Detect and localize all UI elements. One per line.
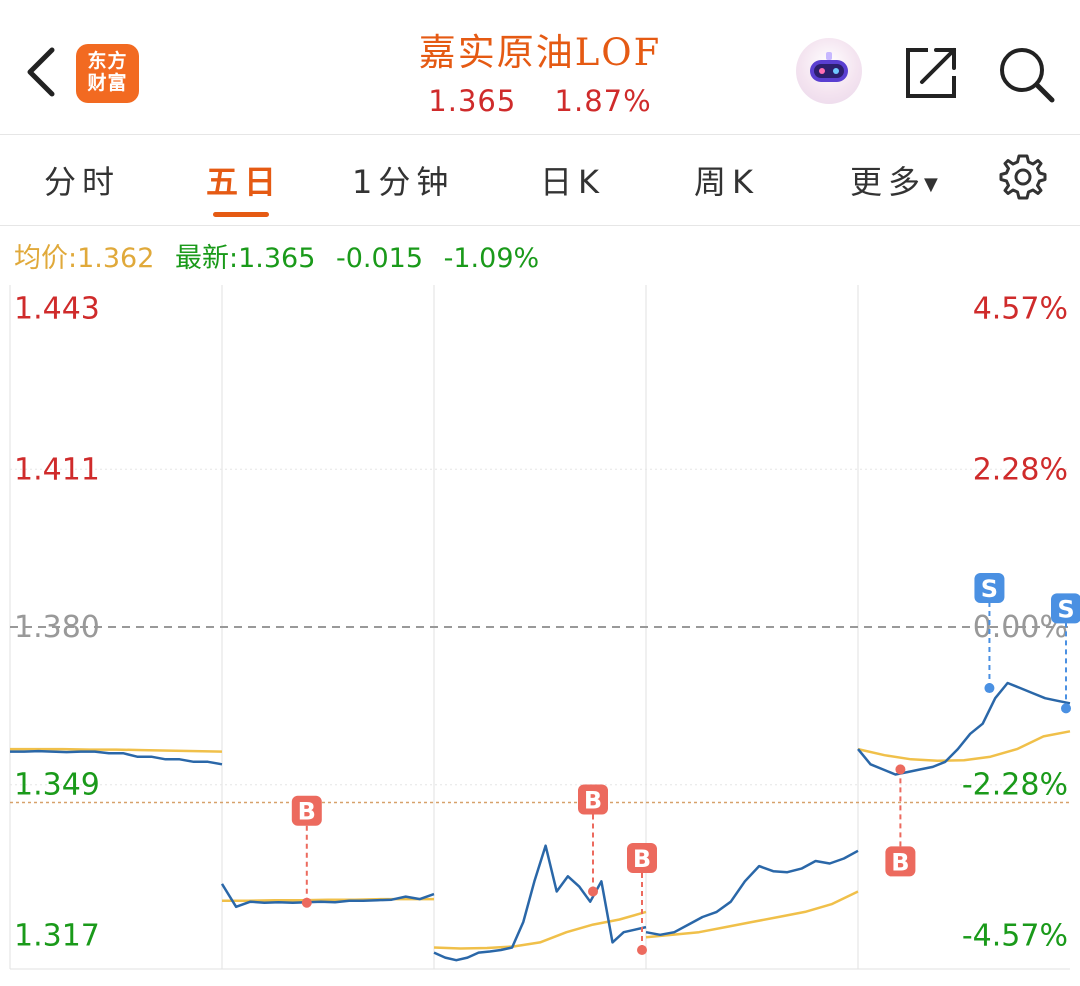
quote-line: 1.365 1.87% [0, 84, 1080, 118]
tab-more-label: 更多 [850, 163, 927, 201]
buy-marker-label: B [298, 798, 316, 826]
trade-point [637, 945, 647, 956]
latest-change: -0.015 [336, 243, 424, 274]
y-tick-label-left: 1.380 [14, 610, 100, 645]
avg-price-line [10, 747, 223, 753]
y-tick-label-right: -4.57% [962, 918, 1068, 953]
tab-1-minute[interactable]: 1分钟 [352, 163, 455, 201]
trade-point [588, 886, 598, 897]
sell-marker-label: S [1057, 595, 1074, 623]
buy-marker-badge [578, 784, 608, 815]
tab-weekly-k[interactable]: 周K [694, 163, 759, 201]
latest-price-value: 1.365 [238, 243, 316, 274]
y-tick-label-left: 1.443 [14, 292, 100, 327]
change-percent: 1.87% [554, 84, 652, 118]
settings-gear-icon[interactable] [998, 152, 1048, 202]
y-tick-label-left: 1.349 [14, 768, 100, 803]
trade-point [895, 764, 906, 775]
period-tabs: 分时 五日 1分钟 日K 周K 更多▼ [0, 135, 1080, 226]
price-stats-bar: 均价:1.362 最新:1.365 -0.015 -1.09% [14, 236, 539, 275]
trade-point [1061, 703, 1071, 714]
avg-price-label: 均价: [14, 243, 78, 274]
avg-price-line [645, 890, 859, 939]
price-line [645, 849, 859, 937]
sell-marker-label: S [981, 575, 998, 603]
price-line [433, 844, 647, 962]
five-day-chart[interactable]: 1.443 4.57% 1.411 2.28% 1.380 0.00% 1.349 -2.28… [0, 285, 1080, 982]
buy-marker-badge [291, 795, 322, 826]
buy-marker-label: B [891, 848, 909, 876]
search-icon[interactable] [996, 44, 1056, 104]
app-logo[interactable]: 东方 财富 [76, 44, 139, 103]
buy-marker-label: B [633, 845, 651, 873]
y-tick-label-right: -2.28% [962, 768, 1068, 803]
buy-marker-badge [627, 843, 657, 874]
tab-more[interactable]: 更多▼ [850, 157, 938, 203]
logo-text-line1: 东方 [87, 50, 128, 72]
avg-price-line [222, 897, 434, 902]
price-line [10, 749, 223, 766]
trade-point [301, 897, 312, 908]
avg-price-line [857, 730, 1071, 763]
y-tick-label-left: 1.317 [14, 918, 100, 953]
sell-marker-badge [974, 573, 1005, 604]
caret-down-icon: ▼ [924, 173, 938, 195]
logo-text-line2: 财富 [87, 72, 128, 94]
top-bar: 东方 财富 嘉实原油LOF 1.365 1.87% [0, 0, 1080, 135]
current-price: 1.365 [428, 84, 517, 118]
tab-intraday[interactable]: 分时 [44, 163, 121, 201]
buy-marker-label: B [584, 787, 602, 815]
robot-avatar-icon[interactable] [796, 38, 862, 104]
share-icon[interactable] [902, 44, 960, 102]
page-title: 嘉实原油LOF [418, 31, 662, 74]
y-tick-label-right: 2.28% [973, 452, 1068, 487]
y-tick-label-right: 4.57% [973, 292, 1068, 327]
buy-marker-badge [885, 846, 916, 877]
chart-canvas: 1.443 4.57%1.411 2.28%1.380 0.00%1.349 -2.28… [9, 285, 1080, 970]
active-tab-indicator [213, 212, 269, 217]
price-line [857, 681, 1071, 776]
y-tick-label-left: 1.411 [14, 452, 100, 487]
price-line [220, 883, 435, 909]
trade-point [984, 683, 995, 694]
latest-change-pct: -1.09% [443, 243, 540, 274]
sell-marker-badge [1051, 593, 1080, 624]
avg-price-value: 1.362 [77, 243, 155, 274]
latest-price-label: 最新: [175, 243, 239, 274]
tab-daily-k[interactable]: 日K [540, 163, 605, 201]
back-arrow-icon[interactable] [22, 42, 62, 102]
avg-price-line [433, 910, 647, 950]
tab-five-day[interactable]: 五日 [206, 163, 283, 201]
